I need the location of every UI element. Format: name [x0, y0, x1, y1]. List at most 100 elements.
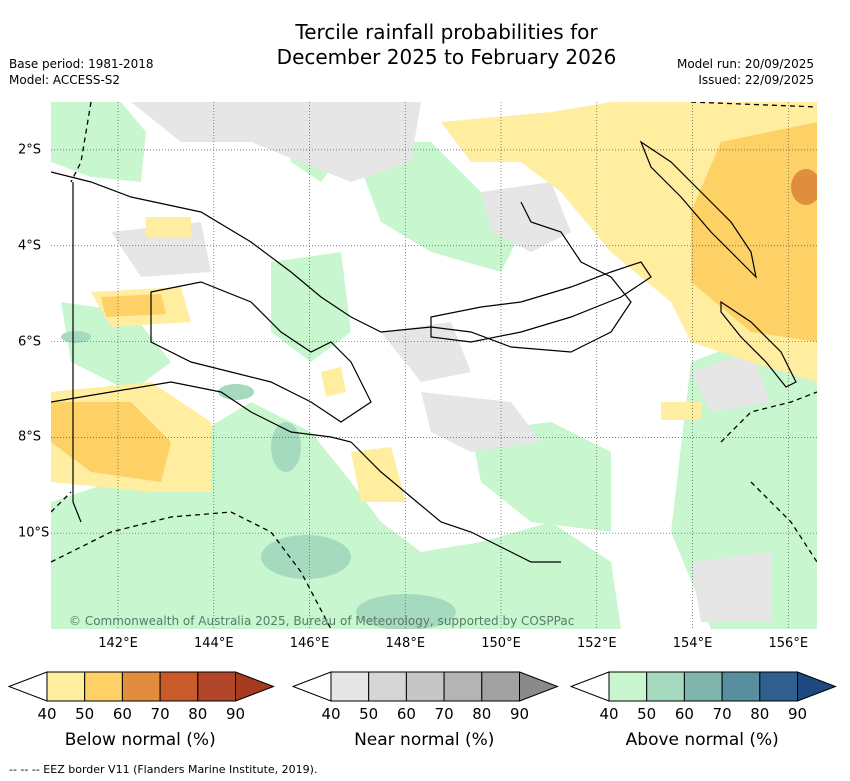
colorbar-segment [608, 671, 648, 702]
forecast-map[interactable]: © Commonwealth of Australia 2025, Bureau… [51, 102, 817, 629]
below-region-small-1 [321, 367, 346, 397]
below-patch-max [791, 169, 817, 205]
above-colorbar [570, 671, 837, 702]
colorbar-segment [683, 671, 723, 702]
issued-date: Issued: 22/09/2025 [698, 73, 814, 87]
lon-label: 148°E [385, 636, 426, 651]
eez-border-southwest-diag [51, 491, 72, 513]
lon-label: 146°E [289, 636, 330, 651]
graticule [51, 102, 817, 629]
colorbar-segment [646, 671, 685, 702]
above-patch-4 [218, 384, 254, 400]
near-region-north [131, 102, 421, 182]
title-line-2: December 2025 to February 2026 [276, 45, 617, 69]
below-region-south-central [351, 447, 406, 502]
lon-label: 142°E [98, 636, 138, 651]
below-region-small-3 [146, 217, 191, 237]
eez-border-south-west [51, 511, 332, 629]
above-patch-1 [261, 535, 351, 579]
colorbar-tick-label: 60 [674, 705, 694, 723]
coastlines [51, 140, 797, 563]
lat-label: 10°S [18, 525, 50, 541]
lon-label: 154°E [672, 636, 713, 651]
colorbar-tick-label: 50 [359, 705, 379, 723]
colorbar-tick-label: 50 [637, 705, 657, 723]
lat-label: 8°S [18, 429, 42, 445]
below-patch-ne [691, 122, 817, 342]
colorbar-max-triangle [235, 671, 275, 702]
near-normal-regions [111, 102, 771, 622]
lon-label: 144°E [194, 636, 234, 651]
colorbar-segment [481, 671, 521, 702]
eez-legend: -- -- -- EEZ border V11 (Flanders Marine… [9, 763, 318, 776]
lon-label: 152°E [577, 636, 617, 651]
near-region-far-se [691, 552, 771, 622]
above-region-sw-strip [51, 572, 201, 629]
coast-bougainville [720, 300, 797, 388]
colorbar-tick-label: 50 [75, 705, 95, 723]
eez-border-southeast [720, 391, 817, 443]
near-colorbar [292, 671, 559, 702]
near-region-mid-east [381, 322, 471, 382]
map-credit: © Commonwealth of Australia 2025, Bureau… [69, 614, 574, 628]
near-region-se [691, 352, 771, 412]
above-patch-5 [61, 331, 91, 343]
coast-new-guinea-south [51, 381, 561, 563]
colorbar-tick-label: 70 [434, 705, 454, 723]
eez-border-east [690, 102, 817, 108]
colorbar-tick-label: 40 [37, 705, 57, 723]
colorbar-segment [759, 671, 799, 702]
colorbar-tick-label: 90 [225, 705, 246, 723]
above-region-mid [271, 252, 351, 362]
colorbar-tick-label: 70 [712, 705, 732, 723]
colorbar-segment [330, 671, 370, 702]
eez-border-west [70, 102, 92, 183]
colorbar-segment [121, 671, 161, 702]
colorbar-min-triangle [570, 671, 610, 702]
colorbar-segment [159, 671, 199, 702]
below-colorbar-title: Below normal (%) [64, 730, 216, 750]
above-normal-darker [61, 331, 456, 629]
colorbar-segment [84, 671, 123, 702]
title-line-1: Tercile rainfall probabilities for [295, 20, 598, 44]
chart-title: Tercile rainfall probabilities for Decem… [0, 20, 850, 70]
near-colorbar-title: Near normal (%) [354, 730, 495, 750]
above-region-png-north [351, 142, 521, 272]
colorbar-tick-label: 80 [188, 705, 208, 723]
lat-label: 2°S [18, 142, 42, 158]
coast-png-provinces [150, 281, 372, 423]
colorbar-segment [721, 671, 761, 702]
coast-new-guinea-north [51, 171, 632, 353]
colorbar-max-triangle [519, 671, 559, 702]
above-region-east [471, 422, 611, 532]
eez-border-southeast-2 [750, 481, 817, 563]
lat-label: 4°S [18, 238, 42, 254]
below-region-small-2 [661, 402, 701, 420]
colorbar-tick-label: 70 [150, 705, 170, 723]
eez-borders [51, 102, 817, 629]
border-png-indonesia [72, 182, 82, 523]
colorbar-min-triangle [292, 671, 332, 702]
above-colorbar-title: Above normal (%) [625, 730, 779, 750]
lat-label: 6°S [18, 334, 42, 350]
colorbar-min-triangle [8, 671, 48, 702]
below-colorbar [8, 671, 275, 702]
colorbar-tick-label: 40 [599, 705, 619, 723]
model-run: Model run: 20/09/2025 [676, 57, 814, 71]
above-patch-2 [356, 594, 456, 629]
below-normal-darker [51, 122, 817, 482]
colorbar-tick-label: 60 [396, 705, 416, 723]
colorbar-segment [443, 671, 483, 702]
colorbar-tick-label: 40 [321, 705, 341, 723]
above-region-left-band [61, 302, 171, 392]
above-region-nw [51, 102, 146, 182]
below-patch-w [101, 294, 166, 317]
colorbar-segment [46, 671, 86, 702]
coast-new-britain [430, 261, 652, 343]
colorbar-tick-label: 90 [787, 705, 808, 723]
below-normal-darkest [791, 169, 817, 205]
colorbar-segment [368, 671, 407, 702]
lon-label: 156°E [768, 636, 809, 651]
colorbar-tick-label: 60 [112, 705, 132, 723]
colorbar-segment [405, 671, 445, 702]
